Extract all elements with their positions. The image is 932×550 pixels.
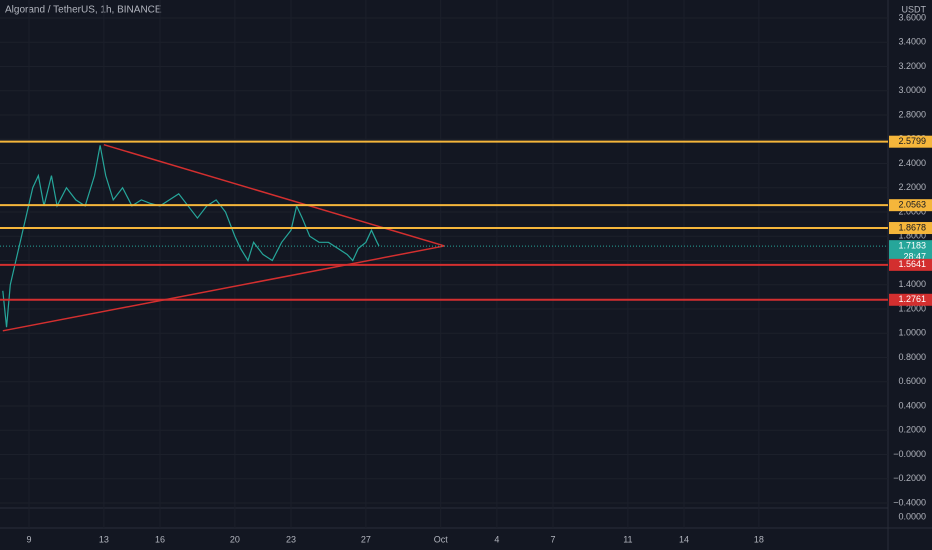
- y-tick-label: 0.2000: [898, 425, 926, 435]
- x-tick-label: 23: [286, 534, 296, 544]
- level-label: 1.8678: [898, 222, 926, 232]
- y-tick-label: −0.4000: [893, 497, 926, 507]
- x-tick-label: 9: [26, 534, 31, 544]
- y-tick-label: 0.6000: [898, 376, 926, 386]
- x-tick-label: 11: [623, 534, 632, 544]
- y-tick-label: 2.0000: [898, 206, 926, 216]
- x-tick-label: 13: [99, 534, 109, 544]
- y-tick-label: 2.4000: [898, 158, 926, 168]
- level-box: [889, 222, 932, 235]
- y-tick-label: 0.4000: [898, 400, 926, 410]
- x-tick-label: 4: [494, 534, 499, 544]
- x-tick-label: 14: [679, 534, 689, 544]
- level-box: [889, 293, 932, 306]
- x-tick-label: 18: [754, 534, 764, 544]
- y-tick-label: 2.8000: [898, 109, 926, 119]
- y-tick-label: 1.8000: [898, 231, 926, 241]
- x-tick-label: 20: [230, 534, 240, 544]
- y-tick-label: 1.4000: [898, 279, 926, 289]
- countdown-label: 28:47: [903, 252, 926, 262]
- currency-label: USDT: [902, 4, 927, 14]
- y-tick-label: 3.0000: [898, 85, 926, 95]
- chart-title: Algorand / TetherUS, 1h, BINANCE: [5, 5, 162, 16]
- last-price-label: 1.7183: [898, 241, 926, 251]
- trendline: [2, 245, 445, 332]
- y-tick-label: −0.2000: [893, 473, 926, 483]
- level-label: 1.5641: [898, 259, 926, 269]
- x-tick-label: 7: [551, 534, 556, 544]
- trendline: [103, 143, 445, 247]
- y-tick-label: 3.2000: [898, 61, 926, 71]
- x-tick-label: Oct: [434, 534, 449, 544]
- y-tick-label: 1.0000: [898, 328, 926, 338]
- y-tick-label: 0.8000: [898, 352, 926, 362]
- y-tick-label: 1.2000: [898, 303, 926, 313]
- level-label: 1.2761: [898, 294, 926, 304]
- level-box: [889, 258, 932, 271]
- volume-tick-label: 0.0000: [898, 511, 926, 521]
- y-tick-label: 2.2000: [898, 182, 926, 192]
- y-tick-label: 3.4000: [898, 37, 926, 47]
- level-label: 2.5799: [898, 136, 926, 146]
- x-tick-label: 16: [155, 534, 165, 544]
- y-tick-label: 3.6000: [898, 12, 926, 22]
- y-tick-label: −0.0000: [893, 449, 926, 459]
- level-label: 2.0563: [898, 200, 926, 210]
- level-box: [889, 135, 932, 148]
- x-tick-label: 27: [361, 534, 371, 544]
- level-box: [889, 199, 932, 212]
